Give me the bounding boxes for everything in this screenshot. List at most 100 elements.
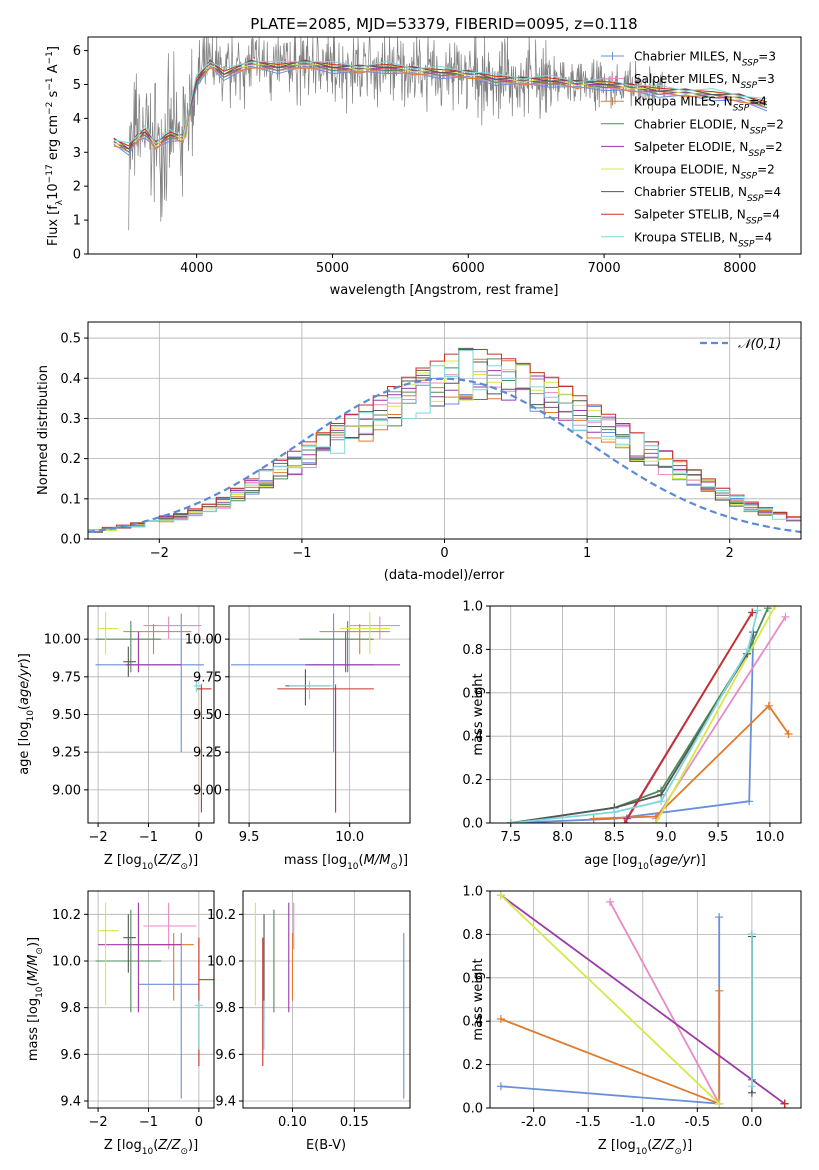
legend-label: Chabrier MILES, NSSP=3: [634, 50, 776, 69]
grid: [243, 891, 410, 1108]
x-tick-label: −2: [88, 1115, 107, 1130]
weight-marker: [506, 819, 515, 823]
grid: [229, 606, 410, 823]
plot-area: [496, 891, 789, 1108]
x-tick-label: 2: [726, 546, 734, 561]
errorbar-3: [299, 621, 374, 673]
axes: -2.0 -1.5 -1.0 -0.5 0.0 0.0 0.2 0.4 0.6 0.8 1.0: [462, 885, 802, 1130]
y-tick-label: 0.1: [60, 492, 81, 507]
residual-histogram-8: [88, 350, 801, 531]
weight-line-4: [500, 894, 786, 1105]
weight-marker: [715, 1099, 724, 1108]
errorbar-4: [305, 631, 400, 673]
normal-reference-curve: [88, 377, 801, 534]
y-tick-label: 9.25: [52, 746, 81, 761]
weight-line-2: [593, 704, 790, 820]
y-tick-label: 9.8: [60, 1001, 81, 1016]
errorbar-6: [123, 914, 136, 973]
plot-area: [88, 347, 801, 534]
x-tick-label: 8000: [723, 261, 756, 276]
errorbar-1: [143, 902, 197, 950]
x-tick-label: 4000: [180, 261, 213, 276]
weight-line-5: [655, 606, 776, 823]
y-tick-label: 10.0: [207, 955, 236, 970]
weight-marker: [715, 986, 724, 995]
weight-marker: [753, 606, 762, 615]
axes-frame: [87, 890, 215, 1109]
x-tick-label: 10.0: [335, 830, 364, 845]
plot-area: [254, 902, 405, 1099]
x-tick-label: 9.5: [239, 830, 260, 845]
weight-marker: [610, 808, 619, 817]
weight-marker: [784, 730, 793, 739]
legend-label: Salpeter MILES, NSSP=3: [634, 72, 775, 91]
x-tick-label: 7.5: [500, 830, 521, 845]
weight-line-7: [624, 612, 754, 823]
errorbar-6: [123, 646, 136, 677]
y-tick-label: 2: [73, 180, 81, 195]
y-axis-label: mass [log10(M/M⊙)]: [26, 937, 45, 1061]
y-tick-label: 1: [73, 214, 81, 229]
y-tick-label: 1.0: [462, 885, 483, 900]
axes: −2 −1 0 1 2 0.0 0.1 0.2 0.3 0.4 0.5: [60, 321, 802, 561]
panel-mass_weight_vs_z: -2.0 -1.5 -1.0 -0.5 0.0 0.0 0.2 0.4 0.6 0.8 1.0 mas…: [462, 885, 802, 1157]
y-tick-label: 9.25: [193, 746, 222, 761]
y-tick-label: 9.00: [52, 783, 81, 798]
figure-title: PLATE=2085, MJD=53379, FIBERID=0095, z=0…: [250, 15, 637, 33]
y-tick-label: 6: [73, 44, 81, 59]
axes: 7.5 8.0 8.5 9.0 9.5 10.0 0.0 0.2 0.4 0.6 0.8 1.0: [462, 600, 802, 845]
weight-line-1: [609, 901, 720, 1105]
y-tick-label: 9.8: [215, 1001, 236, 1016]
x-tick-label: 0.10: [278, 1115, 307, 1130]
errorbar-7: [196, 684, 212, 813]
panel-mass_vs_z: −2 −1 0 9.4 9.6 9.8 10.0 10.2 Z [log10(Z/Z⊙)] mas…: [26, 890, 215, 1157]
x-tick-label: 6000: [452, 261, 485, 276]
axes: −2 −1 0 9.00 9.25 9.50 9.75 10.00: [44, 605, 215, 845]
model-spectrum-line-5: [113, 63, 768, 148]
x-tick-label: -0.5: [685, 1115, 710, 1130]
y-axis-label: Normed distribution: [36, 365, 51, 495]
weight-line-6: [510, 631, 755, 823]
y-tick-label: 3: [73, 146, 81, 161]
weight-marker: [748, 608, 757, 617]
axes: 0.10 0.15 9.4 9.6 9.8 10.0 10.2: [207, 890, 411, 1130]
weight-marker: [620, 819, 629, 823]
y-tick-label: 9.75: [193, 670, 222, 685]
y-axis-label: age [log10(age/yr)]: [17, 653, 36, 775]
legend-label: Kroupa STELIB, NSSP=4: [634, 230, 772, 249]
y-tick-label: 0.6: [462, 971, 483, 986]
plot-area: [95, 612, 212, 813]
y-tick-label: 0: [73, 248, 81, 263]
x-tick-label: -1.5: [576, 1115, 601, 1130]
x-tick-label: 0.0: [742, 1115, 763, 1130]
y-tick-label: 10.0: [52, 955, 81, 970]
y-tick-label: 0.0: [462, 817, 483, 832]
legend-label: Salpeter ELODIE, NSSP=2: [634, 140, 783, 159]
legend-label: Kroupa ELODIE, NSSP=2: [634, 163, 775, 182]
y-tick-label: 0.0: [462, 1102, 483, 1117]
x-tick-label: 8.5: [604, 830, 625, 845]
x-tick-label: −1: [292, 546, 311, 561]
x-tick-label: 8.0: [552, 830, 573, 845]
weight-line-5: [500, 894, 720, 1105]
axes-frame: [489, 605, 802, 824]
legend-label: 𝒩(0,1): [738, 337, 781, 352]
y-tick-label: 5: [73, 78, 81, 93]
x-tick-label: −2: [150, 546, 169, 561]
errorbar-5: [98, 902, 119, 1006]
y-tick-label: 9.4: [215, 1095, 236, 1110]
y-tick-label: 0.4: [60, 372, 81, 387]
x-axis-label: Z [log10(Z/Z⊙)]: [598, 1138, 692, 1157]
errorbar-5: [339, 612, 390, 655]
x-axis-label: (data-model)/error: [384, 568, 505, 583]
y-tick-label: 1.0: [462, 600, 483, 615]
y-tick-label: 9.50: [52, 708, 81, 723]
errorbar-8: [193, 681, 202, 692]
residual-histogram-5: [88, 360, 801, 533]
y-tick-label: 0.8: [462, 928, 483, 943]
x-tick-label: −1: [139, 830, 158, 845]
y-tick-label: 0.8: [462, 643, 483, 658]
legend-label: Chabrier STELIB, NSSP=4: [634, 185, 781, 204]
errorbar-4: [98, 902, 182, 1013]
